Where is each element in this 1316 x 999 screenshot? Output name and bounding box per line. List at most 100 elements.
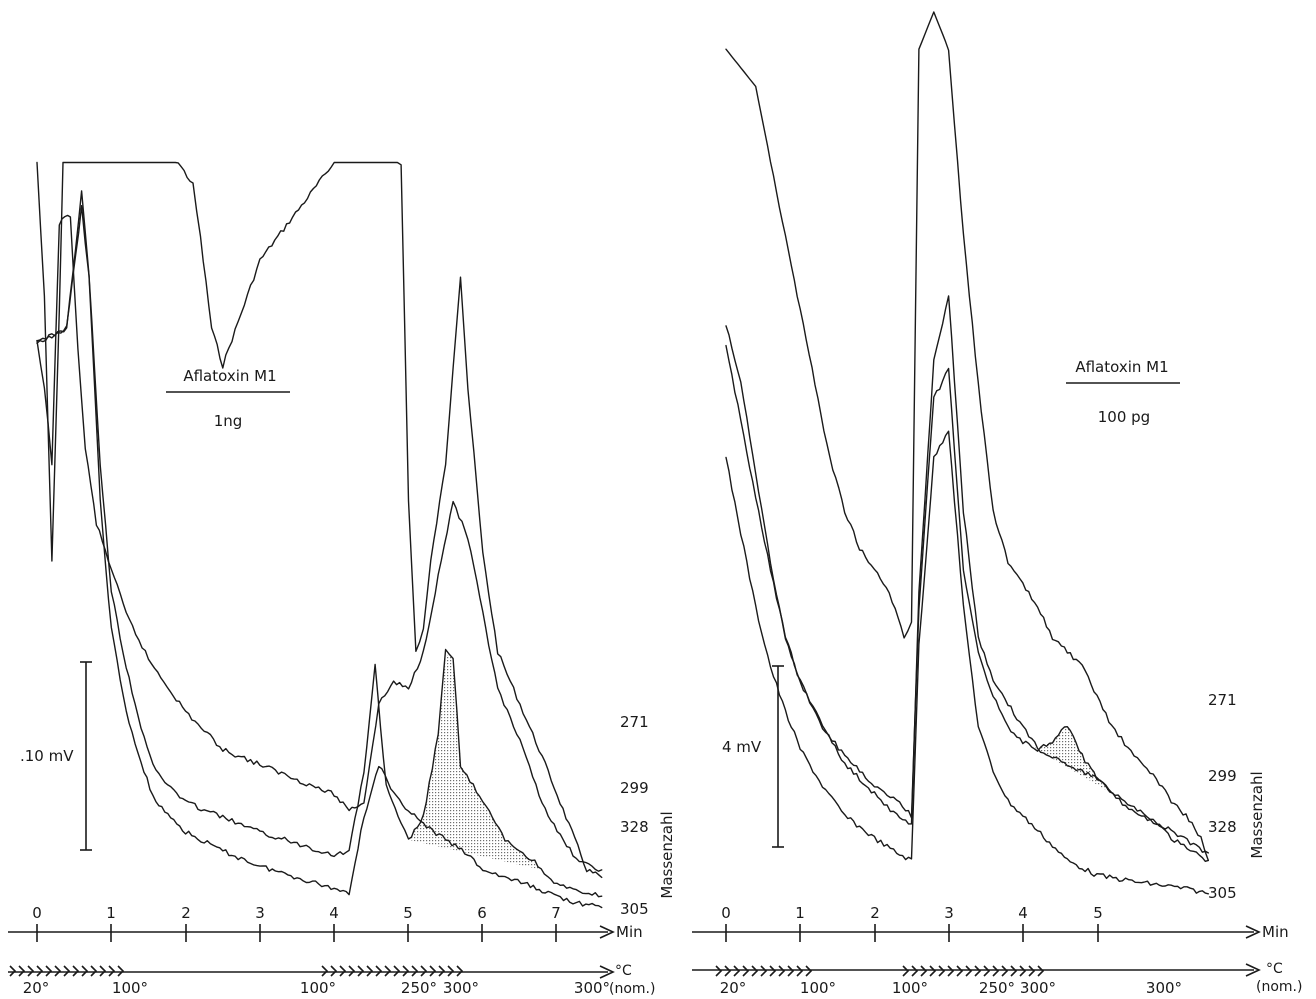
temperature-ramp-chevron xyxy=(402,965,410,977)
panel1-minute-unit: Min xyxy=(616,923,643,941)
temperature-ramp-chevron xyxy=(751,965,759,977)
minute-tick-label: 3 xyxy=(944,904,954,922)
temperature-ramp-chevron xyxy=(1010,965,1018,977)
panel2-temperature-axis-arrow xyxy=(1245,963,1261,977)
panel2-title: Aflatoxin M1 xyxy=(1075,358,1168,376)
panel2-series-group xyxy=(725,11,1209,895)
temperature-ramp-chevron xyxy=(99,965,107,977)
temperature-label: 100° xyxy=(300,979,336,997)
temperature-ramp-chevron xyxy=(956,965,964,977)
temperature-ramp-chevron xyxy=(375,965,383,977)
panel1-series-labels: 271 299 328 305 xyxy=(620,713,649,918)
series-line-305 xyxy=(36,205,603,909)
minute-tick-label: 1 xyxy=(106,904,116,922)
minute-tick-label: 7 xyxy=(551,904,561,922)
temperature-ramp-chevron xyxy=(992,965,1000,977)
shaded-peak-area xyxy=(408,654,543,870)
series-label-271: 271 xyxy=(1208,691,1237,709)
minute-tick-label: 0 xyxy=(721,904,731,922)
temperature-label: 300° xyxy=(1020,979,1056,997)
panel2-shaded-peak-group xyxy=(1022,726,1112,794)
series-label-305: 305 xyxy=(1208,884,1237,902)
panel1-minute-axis-arrow xyxy=(599,925,615,939)
panel2-temperature-labels: 20° 100° 100° 250° 300° 300° xyxy=(720,979,1182,997)
minute-tick-label: 2 xyxy=(181,904,191,922)
panel2-massenzahl-label: Massenzahl xyxy=(1248,771,1266,858)
temperature-ramp-chevron xyxy=(902,965,910,977)
temperature-ramp-chevron xyxy=(778,965,786,977)
temperature-ramp-chevron xyxy=(805,965,813,977)
series-line-271 xyxy=(725,11,1209,862)
temperature-ramp-chevron xyxy=(384,965,392,977)
temperature-label: 100° xyxy=(892,979,928,997)
temperature-ramp-chevron xyxy=(938,965,946,977)
series-line-299 xyxy=(725,295,1209,854)
temperature-ramp-chevron xyxy=(339,965,347,977)
panel1-massenzahl-label: Massenzahl xyxy=(658,811,676,898)
temperature-label: 300° xyxy=(1146,979,1182,997)
panel1-series-group xyxy=(36,161,603,909)
temperature-label: 100° xyxy=(800,979,836,997)
temperature-ramp-chevron xyxy=(911,965,919,977)
temperature-ramp-chevron xyxy=(929,965,937,977)
minute-tick-label: 2 xyxy=(870,904,880,922)
panel2-temperature-note: (nom.) xyxy=(1256,979,1302,995)
panel2-series-labels: 271 299 328 305 xyxy=(1208,691,1237,902)
temperature-ramp-chevron xyxy=(787,965,795,977)
temperature-label: 300° xyxy=(574,979,610,997)
temperature-ramp-chevron xyxy=(90,965,98,977)
series-line-328 xyxy=(725,325,1209,862)
panel2-minute-axis-arrow xyxy=(1245,925,1261,939)
minute-tick-label: 5 xyxy=(403,904,413,922)
temperature-ramp-chevron xyxy=(742,965,750,977)
temperature-ramp-chevron xyxy=(733,965,741,977)
minute-tick-label: 0 xyxy=(32,904,42,922)
series-label-305: 305 xyxy=(620,900,649,918)
series-label-299: 299 xyxy=(1208,767,1237,785)
temperature-ramp-chevron xyxy=(920,965,928,977)
panel1-temperature-unit: °C xyxy=(615,963,632,979)
series-label-271: 271 xyxy=(620,713,649,731)
temperature-ramp-chevron xyxy=(36,965,44,977)
panel1-temperature-ramps xyxy=(9,965,464,977)
series-line-305 xyxy=(725,430,1209,895)
series-line-299 xyxy=(36,214,603,872)
series-line-328 xyxy=(36,190,603,898)
panel1-title: Aflatoxin M1 xyxy=(183,367,276,385)
series-label-328: 328 xyxy=(1208,818,1237,836)
temperature-ramp-chevron xyxy=(456,965,464,977)
temperature-ramp-chevron xyxy=(366,965,374,977)
temperature-ramp-chevron xyxy=(321,965,329,977)
temperature-label: 20° xyxy=(720,979,747,997)
temperature-ramp-chevron xyxy=(108,965,116,977)
temperature-ramp-chevron xyxy=(429,965,437,977)
temperature-ramp-chevron xyxy=(1028,965,1036,977)
temperature-ramp-chevron xyxy=(715,965,723,977)
series-label-328: 328 xyxy=(620,818,649,836)
temperature-ramp-chevron xyxy=(447,965,455,977)
panel1-temperature-labels: 20° 100° 100° 250° 300° 300° xyxy=(23,979,610,997)
panel1-scale-label: .10 mV xyxy=(20,747,74,765)
temperature-label: 250° xyxy=(401,979,437,997)
minute-tick-label: 4 xyxy=(1018,904,1028,922)
temperature-ramp-chevron xyxy=(947,965,955,977)
temperature-ramp-chevron xyxy=(1001,965,1009,977)
temperature-ramp-chevron xyxy=(9,965,17,977)
temperature-ramp-chevron xyxy=(117,965,125,977)
temperature-ramp-chevron xyxy=(27,965,35,977)
minute-tick-label: 4 xyxy=(329,904,339,922)
panel2-temperature-ramps xyxy=(715,965,1045,977)
panel1-temperature-axis-arrow xyxy=(599,965,615,979)
temperature-ramp-chevron xyxy=(330,965,338,977)
temperature-ramp-chevron xyxy=(438,965,446,977)
temperature-ramp-chevron xyxy=(760,965,768,977)
temperature-ramp-chevron xyxy=(54,965,62,977)
shaded-peak-area xyxy=(1022,726,1112,794)
temperature-ramp-chevron xyxy=(1019,965,1027,977)
temperature-ramp-chevron xyxy=(357,965,365,977)
temperature-ramp-chevron xyxy=(769,965,777,977)
